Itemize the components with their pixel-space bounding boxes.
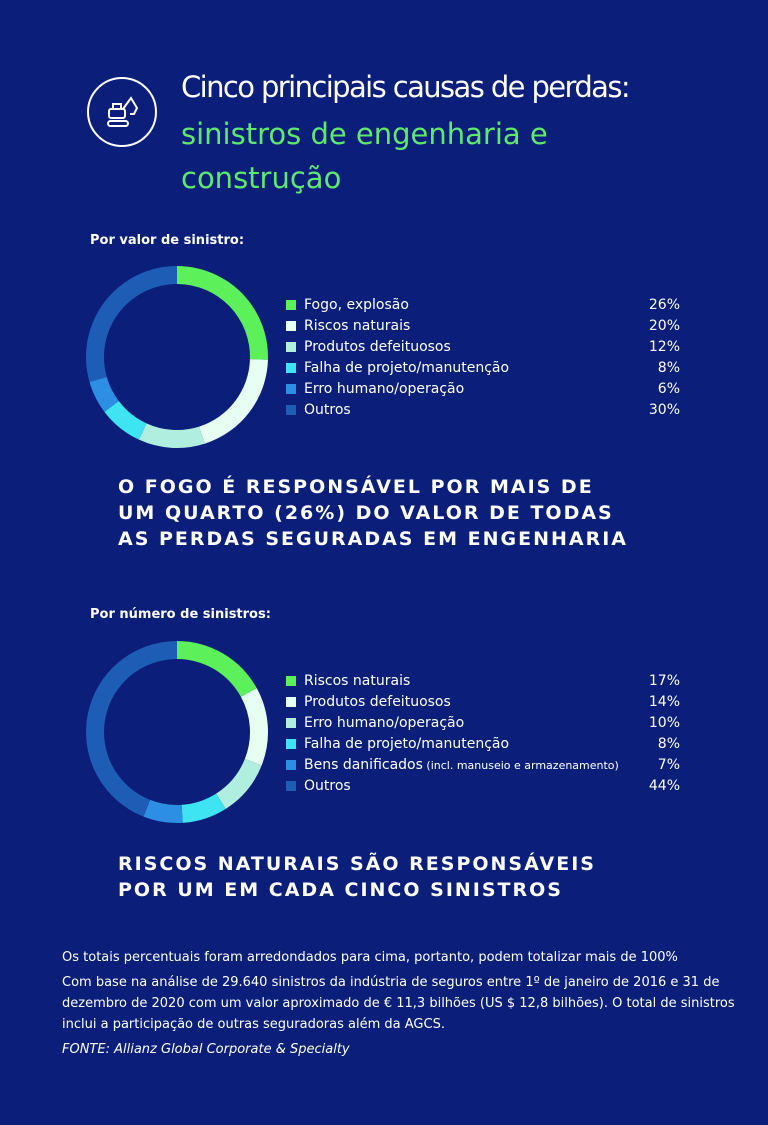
legend-label: Erro humano/operação <box>304 714 465 731</box>
donut-slice <box>89 376 119 412</box>
legend-item: Outros 44% <box>286 775 680 796</box>
donut-slice <box>199 359 268 444</box>
basis-note: Com base na análise de 29.640 sinistros … <box>62 975 735 1032</box>
legend-swatch <box>286 341 296 352</box>
footnotes: Os totais percentuais foram arredondados… <box>62 947 752 1064</box>
callout-line: O FOGO É RESPONSÁVEL POR MAIS DE <box>118 476 594 498</box>
legend-item: Falha de projeto/manutenção 8% <box>286 733 680 754</box>
excavator-icon <box>87 77 157 147</box>
donut-slice <box>143 799 183 823</box>
legend-swatch <box>286 383 296 394</box>
legend-percent: 30% <box>648 401 680 418</box>
legend-swatch <box>286 759 296 770</box>
legend-swatch <box>286 404 296 415</box>
legend-label: Outros <box>304 401 351 418</box>
legend-item: Outros 30% <box>286 399 680 420</box>
rounding-note: Os totais percentuais foram arredondados… <box>62 950 678 965</box>
legend-label: Produtos defeituosos <box>304 338 451 355</box>
donut-slice <box>85 266 177 382</box>
legend-note: (incl. manuseio e armazenamento) <box>422 758 619 772</box>
legend-percent: 6% <box>657 380 680 397</box>
legend-percent: 17% <box>648 672 680 689</box>
legend-swatch <box>286 717 296 728</box>
donut-slice <box>85 641 177 817</box>
legend-swatch <box>286 696 296 707</box>
donut-chart-value <box>85 266 268 448</box>
donut-slice <box>177 641 257 697</box>
legend-swatch <box>286 320 296 331</box>
title-line1: Cinco principais causas de perdas: <box>181 70 631 104</box>
legend-item: Produtos defeituosos 12% <box>286 336 680 357</box>
donut-slice <box>104 400 147 440</box>
legend-percent: 26% <box>648 296 680 313</box>
legend-swatch <box>286 299 296 310</box>
legend-label: Riscos naturais <box>304 672 411 689</box>
legend-percent: 14% <box>648 693 680 710</box>
donut-slice <box>216 758 262 809</box>
legend-label: Fogo, explosão <box>304 296 409 313</box>
callout-line: AS PERDAS SEGURADAS EM ENGENHARIA <box>118 528 628 550</box>
legend-label: Bens danificados (incl. manuseio e armaz… <box>304 756 619 773</box>
legend-percent: 10% <box>648 714 680 731</box>
callout-fire: O FOGO É RESPONSÁVEL POR MAIS DE UM QUART… <box>118 474 628 552</box>
legend-swatch <box>286 675 296 686</box>
legend-item: Erro humano/operação 6% <box>286 378 680 399</box>
callout-line: RISCOS NATURAIS SÃO RESPONSÁVEIS <box>118 853 596 875</box>
legend-label: Riscos naturais <box>304 317 411 334</box>
legend-percent: 44% <box>648 777 680 794</box>
legend-value: Fogo, explosão 26% Riscos naturais 20% Produ… <box>286 294 680 420</box>
legend-label: Produtos defeituosos <box>304 693 451 710</box>
legend-item: Riscos naturais 20% <box>286 315 680 336</box>
chart1-title: Por valor de sinistro: <box>90 233 245 248</box>
chart2-title: Por número de sinistros: <box>90 607 271 622</box>
callout-line: UM QUARTO (26%) DO VALOR DE TODAS <box>118 502 614 524</box>
source-note: FONTE: Allianz Global Corporate & Specia… <box>62 1042 350 1057</box>
legend-label: Outros <box>304 777 351 794</box>
legend-percent: 12% <box>648 338 680 355</box>
legend-percent: 20% <box>648 317 680 334</box>
donut-slice <box>138 423 205 448</box>
legend-item: Erro humano/operação 10% <box>286 712 680 733</box>
legend-swatch <box>286 362 296 373</box>
legend-swatch <box>286 738 296 749</box>
donut-slice <box>177 266 268 360</box>
legend-percent: 8% <box>657 735 680 752</box>
donut-slice <box>240 688 268 766</box>
donut-chart-count <box>85 641 268 823</box>
callout-natural: RISCOS NATURAIS SÃO RESPONSÁVEIS POR UM E… <box>118 851 596 903</box>
legend-count: Riscos naturais 17% Produtos defeituosos 14… <box>286 670 680 796</box>
callout-line: POR UM EM CADA CINCO SINISTROS <box>118 879 563 901</box>
title-line2: sinistros de engenharia e construção <box>181 117 548 195</box>
legend-percent: 7% <box>657 756 680 773</box>
legend-label: Erro humano/operação <box>304 380 465 397</box>
legend-item: Fogo, explosão 26% <box>286 294 680 315</box>
legend-percent: 8% <box>657 359 680 376</box>
legend-label: Falha de projeto/manutenção <box>304 735 510 752</box>
legend-swatch <box>286 780 296 791</box>
donut-slice <box>181 793 226 823</box>
legend-item: Riscos naturais 17% <box>286 670 680 691</box>
legend-item: Produtos defeituosos 14% <box>286 691 680 712</box>
legend-item: Bens danificados (incl. manuseio e armaz… <box>286 754 680 775</box>
legend-item: Falha de projeto/manutenção 8% <box>286 357 680 378</box>
legend-label: Falha de projeto/manutenção <box>304 359 510 376</box>
